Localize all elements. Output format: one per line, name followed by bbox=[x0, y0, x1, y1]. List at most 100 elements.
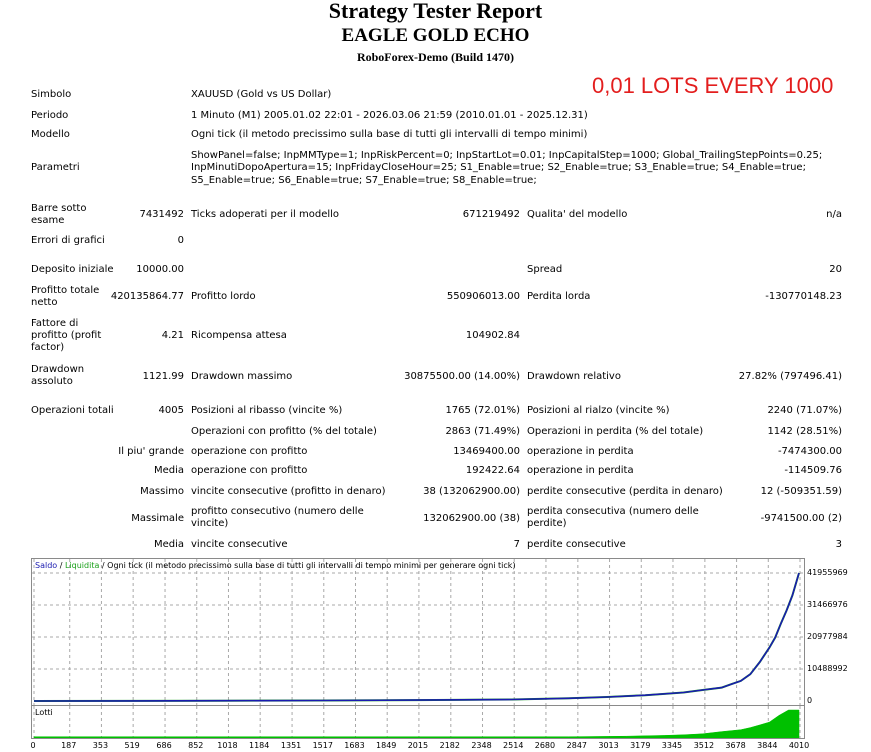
massimale-perdita-value: -9741500.00 (2) bbox=[760, 513, 842, 524]
op-perdita-value: 1142 (28.51%) bbox=[767, 426, 842, 437]
balance-chart-svg bbox=[32, 559, 804, 705]
ricompensa-label: Ricompensa attesa bbox=[191, 330, 287, 341]
grande-perdita-value: -7474300.00 bbox=[777, 446, 842, 457]
lots-chart-svg bbox=[33, 706, 801, 739]
dd-relativo-value: 27.82% (797496.41) bbox=[738, 371, 842, 382]
op-perdita-label: Operazioni in perdita (% del totale) bbox=[527, 426, 704, 437]
massimale-perdita-label: perdita consecutiva (numero delle perdit… bbox=[527, 506, 699, 529]
x-tick-label: 187 bbox=[61, 741, 76, 750]
media-profitto-value: 192422.64 bbox=[465, 465, 520, 476]
modello-value: Ogni tick (il metodo precissimo sulla ba… bbox=[191, 129, 588, 140]
rialzo-value: 2240 (71.07%) bbox=[767, 405, 842, 416]
profitto-netto-value: 420135864.77 bbox=[110, 291, 184, 302]
x-tick-label: 1018 bbox=[217, 741, 237, 750]
x-tick-label: 2182 bbox=[440, 741, 460, 750]
x-tick-label: 852 bbox=[188, 741, 203, 750]
x-tick-label: 1849 bbox=[376, 741, 396, 750]
x-tick-label: 2348 bbox=[471, 741, 491, 750]
report-title: Strategy Tester Report bbox=[328, 0, 543, 23]
massimale-profitto-label: profitto consecutivo (numero delle vinci… bbox=[191, 506, 364, 529]
media-profitto-label: operazione con profitto bbox=[191, 465, 308, 476]
ribasso-value: 1765 (72.01%) bbox=[445, 405, 520, 416]
qualita-value: n/a bbox=[826, 209, 842, 220]
errori-label: Errori di grafici bbox=[31, 235, 105, 246]
legend-rest: / Ogni tick (il metodo precissimo sulla … bbox=[99, 561, 516, 570]
spread-value: 20 bbox=[829, 264, 842, 275]
lots-chart bbox=[31, 705, 805, 739]
ribasso-label: Posizioni al ribasso (vincite %) bbox=[191, 405, 343, 416]
parametri-line-3: S5_Enable=true; S6_Enable=true; S7_Enabl… bbox=[191, 175, 537, 186]
simbolo-label: Simbolo bbox=[31, 89, 72, 100]
grande-prefix: Il piu' grande bbox=[118, 446, 184, 457]
legend-saldo: Saldo bbox=[35, 561, 58, 570]
errori-value: 0 bbox=[177, 235, 184, 246]
lots-label: Lotti bbox=[35, 708, 53, 717]
y-tick-label: 10488992 bbox=[807, 664, 848, 673]
parametri-line-2: InpMinutiDopoApertura=15; InpFridayClose… bbox=[191, 162, 806, 173]
legend-liquidita: Liquidita bbox=[64, 561, 100, 570]
x-tick-label: 2514 bbox=[503, 741, 523, 750]
parametri-line-1: ShowPanel=false; InpMMType=1; InpRiskPer… bbox=[191, 150, 823, 161]
qualita-label: Qualita' del modello bbox=[527, 209, 628, 220]
y-tick-label: 31466976 bbox=[807, 600, 848, 609]
media2-prefix: Media bbox=[153, 539, 184, 550]
perdita-lorda-label: Perdita lorda bbox=[527, 291, 591, 302]
x-tick-label: 353 bbox=[93, 741, 108, 750]
parametri-label: Parametri bbox=[31, 162, 80, 173]
rialzo-label: Posizioni al rialzo (vincite %) bbox=[527, 405, 670, 416]
server-name: RoboForex-Demo (Build 1470) bbox=[356, 50, 515, 64]
media-perdite-value: 3 bbox=[835, 539, 842, 550]
chart-legend: Saldo / Liquidita / Ogni tick (il metodo… bbox=[35, 561, 516, 571]
barre-label: Barre sotto esame bbox=[31, 203, 87, 226]
media-vincite-value: 7 bbox=[513, 539, 520, 550]
media-vincite-label: vincite consecutive bbox=[191, 539, 288, 550]
x-tick-label: 2015 bbox=[408, 741, 428, 750]
fattore-value: 4.21 bbox=[161, 330, 184, 341]
x-tick-label: 3345 bbox=[662, 741, 682, 750]
legend-sep: / bbox=[57, 561, 65, 570]
ticks-label: Ticks adoperati per il modello bbox=[191, 209, 340, 220]
y-tick-label: 0 bbox=[807, 696, 812, 705]
dd-relativo-label: Drawdown relativo bbox=[527, 371, 621, 382]
x-tick-label: 3512 bbox=[694, 741, 714, 750]
profitto-lordo-label: Profitto lordo bbox=[191, 291, 256, 302]
x-tick-label: 0 bbox=[30, 741, 35, 750]
massimo-prefix: Massimo bbox=[140, 486, 184, 497]
massimo-perdite-value: 12 (-509351.59) bbox=[760, 486, 842, 497]
modello-label: Modello bbox=[31, 129, 70, 140]
massimo-vincite-label: vincite consecutive (profitto in denaro) bbox=[191, 486, 386, 497]
profitto-lordo-value: 550906013.00 bbox=[446, 291, 520, 302]
grande-profitto-label: operazione con profitto bbox=[191, 446, 308, 457]
dd-massimo-value: 30875500.00 (14.00%) bbox=[404, 371, 520, 382]
media-prefix: Media bbox=[153, 465, 184, 476]
simbolo-value: XAUUSD (Gold vs US Dollar) bbox=[191, 89, 332, 100]
massimo-vincite-value: 38 (132062900.00) bbox=[423, 486, 520, 497]
spread-label: Spread bbox=[527, 264, 563, 275]
dd-assoluto-label: Drawdown assoluto bbox=[31, 364, 85, 387]
periodo-value: 1 Minuto (M1) 2005.01.02 22:01 - 2026.03… bbox=[191, 110, 588, 121]
x-tick-label: 1351 bbox=[281, 741, 301, 750]
deposito-value: 10000.00 bbox=[136, 264, 184, 275]
x-tick-label: 4010 bbox=[789, 741, 809, 750]
periodo-label: Periodo bbox=[31, 110, 69, 121]
x-tick-label: 3678 bbox=[725, 741, 745, 750]
x-tick-label: 3013 bbox=[598, 741, 618, 750]
x-tick-label: 519 bbox=[125, 741, 140, 750]
perdita-lorda-value: -130770148.23 bbox=[765, 291, 842, 302]
grande-profitto-value: 13469400.00 bbox=[453, 446, 520, 457]
media-perdite-label: perdite consecutive bbox=[527, 539, 626, 550]
lots-annotation: 0,01 LOTS EVERY 1000 bbox=[592, 73, 834, 98]
fattore-label: Fattore di profitto (profit factor) bbox=[31, 318, 102, 353]
expert-name: EAGLE GOLD ECHO bbox=[341, 25, 530, 46]
media-perdita-value: -114509.76 bbox=[784, 465, 842, 476]
profitto-netto-label: Profitto totale netto bbox=[31, 285, 100, 308]
op-totali-label: Operazioni totali bbox=[31, 405, 114, 416]
x-tick-label: 2680 bbox=[535, 741, 555, 750]
lots-area bbox=[33, 709, 800, 739]
grande-perdita-label: operazione in perdita bbox=[527, 446, 634, 457]
dd-assoluto-value: 1121.99 bbox=[142, 371, 184, 382]
x-tick-label: 686 bbox=[156, 741, 171, 750]
x-tick-label: 1517 bbox=[313, 741, 333, 750]
x-tick-label: 2847 bbox=[567, 741, 587, 750]
y-tick-label: 20977984 bbox=[807, 632, 848, 641]
